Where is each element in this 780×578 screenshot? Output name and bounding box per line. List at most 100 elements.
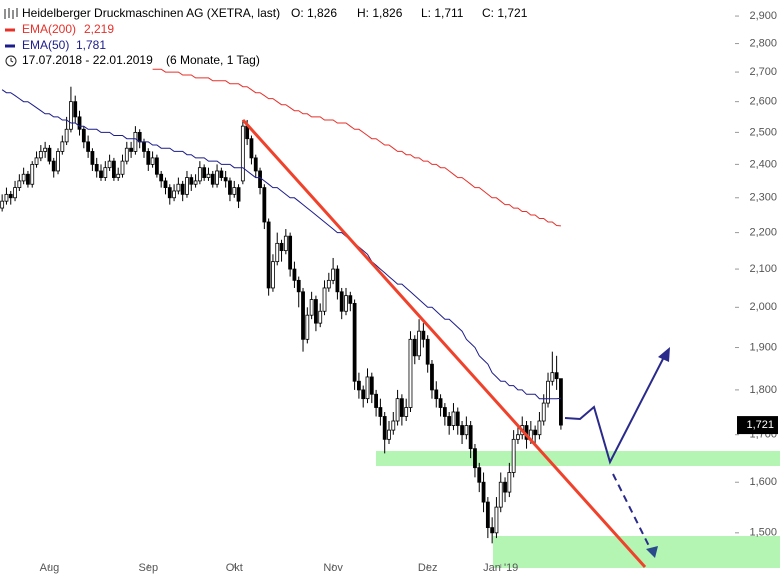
last-price-label: 1,721 [746, 419, 774, 431]
x-tick-label: Okt [226, 562, 243, 574]
candle-body [425, 338, 430, 365]
candle-body [116, 173, 121, 178]
candle-body [365, 376, 370, 400]
candle-body [137, 131, 142, 143]
candle-body [219, 170, 224, 178]
candle-body [129, 147, 133, 152]
candle-body [301, 291, 305, 340]
y-tick-label: 2,300 [749, 192, 777, 204]
candle-body [43, 147, 48, 152]
candle-body [326, 279, 331, 289]
projection-path [564, 354, 666, 465]
candle-body [533, 429, 538, 436]
period: (6 Monate, 1 Tag) [166, 53, 260, 67]
x-tick-label: Aug [40, 562, 60, 574]
candle-body [503, 481, 507, 493]
candle-body [344, 295, 348, 312]
candle-body [516, 434, 520, 440]
candle-body [142, 141, 146, 152]
candle-body [352, 303, 357, 382]
candle-body [103, 167, 108, 178]
candle-body [494, 506, 499, 534]
candle-body [369, 376, 374, 395]
candle-body [404, 407, 409, 417]
y-tick-label: 1,900 [749, 341, 777, 353]
candle-body [86, 141, 91, 152]
candle-body [172, 190, 176, 199]
candle-body [283, 235, 288, 252]
candle-body [468, 425, 473, 450]
candle-body [193, 180, 198, 185]
legend-label: EMA(50) [22, 38, 69, 52]
candle-body [94, 163, 99, 172]
candle-body [17, 180, 22, 189]
candle-body [258, 170, 262, 189]
candle-body [455, 411, 460, 426]
x-tick-label: Nov [323, 562, 343, 574]
candle-body [266, 221, 271, 289]
candle-body [245, 125, 250, 140]
candle-body [339, 291, 344, 312]
candle-body [378, 407, 383, 417]
candle-body [56, 151, 60, 172]
ema-line [152, 68, 561, 227]
candle-body [13, 187, 17, 199]
candle-body [154, 157, 159, 175]
candle-body [387, 429, 391, 440]
candle-body [541, 402, 546, 422]
projection-dashed [612, 473, 651, 549]
candle-body [133, 131, 138, 152]
candle-body [232, 187, 237, 195]
candle-body [292, 268, 297, 281]
candle-body [395, 398, 400, 422]
ohlc-label: C: 1,721 [482, 6, 528, 20]
candle-body [77, 116, 82, 130]
candle-body [430, 363, 434, 391]
candle-body [202, 167, 207, 178]
y-tick-label: 2,600 [749, 96, 777, 108]
clock-icon [5, 55, 17, 67]
plot-area: 2,900 2,800 2,700 2,600 2,500 2,400 2,300 2,200… [0, 10, 777, 574]
candle-body [90, 151, 95, 165]
candle-body [296, 279, 301, 293]
legend-value: 1,781 [76, 38, 106, 52]
candle-body [507, 472, 512, 493]
candle-body [399, 398, 404, 417]
candle-body [228, 180, 232, 195]
candle-body [253, 157, 258, 172]
legend-value: 2,219 [84, 22, 114, 36]
candle-body [271, 261, 275, 289]
candle-body [8, 193, 13, 199]
candle-body [554, 372, 559, 380]
date-range: 17.07.2018 - 22.01.2019 [22, 53, 153, 67]
legend-label: EMA(200) [22, 22, 76, 36]
candle-body [64, 128, 69, 143]
trend-line [241, 118, 647, 569]
candle-body [451, 411, 456, 426]
candle-body [434, 389, 439, 400]
candle-body [47, 147, 52, 162]
x-tick-label: Jan '19 [483, 562, 518, 574]
candle-body [348, 295, 353, 304]
candle-body [21, 173, 26, 182]
candle-body [357, 380, 361, 391]
x-tick-label: Dez [418, 562, 438, 574]
candle-body [146, 151, 151, 165]
y-tick-label: 1,600 [749, 476, 777, 488]
candle-body [150, 157, 155, 165]
candle-body [361, 389, 366, 400]
candle-body [460, 425, 464, 436]
candle-body [262, 187, 267, 223]
candle-body [99, 170, 103, 178]
x-tick-label: Sep [139, 562, 159, 574]
candle-body [421, 330, 426, 340]
candle-body [477, 467, 482, 483]
candle-body [163, 180, 168, 189]
candle-body [438, 398, 443, 408]
candle-body [215, 170, 219, 185]
ohlc-label: L: 1,711 [421, 6, 464, 20]
candle-body [464, 425, 469, 436]
y-tick-label: 2,500 [749, 126, 777, 138]
candle-body [249, 138, 254, 159]
candle-body [107, 160, 112, 169]
